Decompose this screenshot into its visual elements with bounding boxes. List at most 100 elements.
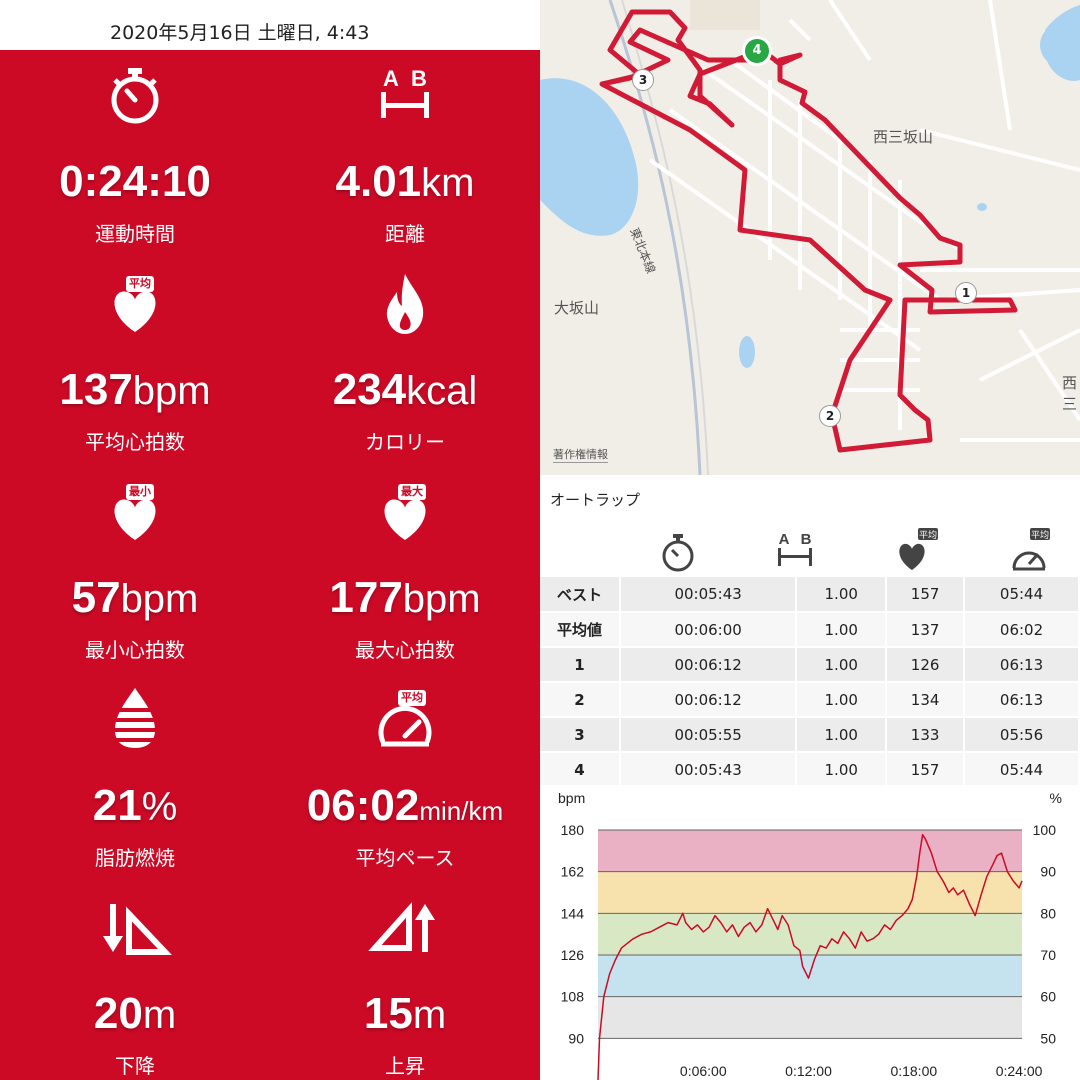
lap-row[interactable]: 4 00:05:43 1.00 157 05:44 [540,752,1080,788]
y-tick-label-left: 108 [561,989,585,1005]
hr-zone-band [598,871,1022,914]
lap-pace-cell: 05:44 [964,577,1080,613]
lap-row-label: 2 [540,682,621,718]
heart-rate-chart: 180 100 162 90 144 80 126 70 108 60 90 50 0:06:00 0:1… [540,785,1080,1080]
y-tick-label-right: 100 [1033,822,1057,838]
lap-row[interactable]: ベスト 00:05:43 1.00 157 05:44 [540,577,1080,613]
lap-marker-2[interactable]: 2 [819,405,841,427]
lap-distance-cell: 1.00 [796,717,888,753]
y-tick-label-left: 180 [561,822,585,838]
lap-distance-cell: 1.00 [796,647,888,683]
y-tick-label-right: 80 [1040,905,1056,921]
map-label: 西三坂山 [873,128,934,146]
stat-value: 21% [92,781,178,830]
stat-label: 下降 [115,1054,155,1078]
heart-icon [114,499,156,540]
stat-calories: 234kcal カロリー [270,268,540,468]
speedometer-icon [378,705,432,747]
badge-average: 平均 [398,690,426,706]
lap-heart-rate-cell: 137 [886,612,966,648]
lap-heart-rate-cell: 126 [886,647,966,683]
stats-grid: 0:24:10 運動時間 A B 4.01km 距離 平均 137bpm 平均心… [0,50,540,1080]
lap-column-icons: A B 平均 平均 [662,528,1050,572]
lap-distance-cell: 1.00 [796,577,888,613]
route-path [599,9,1018,453]
y-tick-label-right: 90 [1040,864,1056,880]
heart-icon: 平均 [899,528,938,570]
pond-shape [739,336,755,368]
lap-time-cell: 00:06:12 [620,647,798,683]
lap-time-cell: 00:05:43 [620,752,798,788]
heart-icon [114,291,156,332]
ascent-icon [368,902,435,952]
lap-marker-1[interactable]: 1 [955,282,977,304]
stat-value: 4.01km [335,157,475,206]
lap-row[interactable]: 1 00:06:12 1.00 126 06:13 [540,647,1080,683]
stat-label: 運動時間 [95,222,175,246]
lap-pace-cell: 06:13 [964,682,1080,718]
stat-label: 平均ペース [355,846,455,870]
stat-value: 177bpm [329,573,481,622]
route-map[interactable]: 西三坂山 東北本線 大坂山 西三 著作権情報 1 2 3 4 [540,0,1080,475]
lap-time-cell: 00:06:00 [620,612,798,648]
lap-row-label: 3 [540,717,621,753]
y-tick-label-left: 126 [561,947,585,963]
stat-label: 距離 [385,222,425,246]
laps-title: オートラップ [550,491,641,509]
hr-zone-band [598,996,1022,1039]
svg-text:B: B [801,531,812,548]
stat-distance: A B 4.01km 距離 [270,60,540,260]
stat-value: 20m [93,989,177,1038]
lap-marker-3[interactable]: 3 [632,69,654,91]
workout-datetime: 2020年5月16日 土曜日, 4:43 [0,0,540,50]
fat-burn-icon [111,688,159,748]
lap-time-cell: 00:06:12 [620,682,798,718]
lap-heart-rate-cell: 134 [886,682,966,718]
lap-pace-cell: 06:02 [964,612,1080,648]
stat-descent: 20m 下降 [0,892,270,1080]
y-tick-label-left: 90 [568,1030,584,1046]
lap-row-label: 4 [540,752,621,788]
svg-text:B: B [411,66,427,91]
stat-min-heart-rate: 最小 57bpm 最小心拍数 [0,476,270,676]
heart-rate-chart-svg: 180 100 162 90 144 80 126 70 108 60 90 50 0:06:00 0:1… [558,790,1062,1080]
stat-label: 脂肪燃焼 [95,846,175,870]
stat-label: 上昇 [385,1054,425,1078]
lap-distance-cell: 1.00 [796,612,888,648]
summary-panel: 2020年5月16日 土曜日, 4:43 0:24:10 運動時間 A B [0,0,540,1080]
speedometer-icon: 平均 [1012,528,1050,571]
stat-value: 15m [363,989,447,1038]
lap-pace-cell: 06:13 [964,647,1080,683]
y-axis-label-left: bpm [558,790,585,806]
road-line [621,0,709,475]
auto-lap-section: オートラップ A B 平均 平均 ベスト 00:05:43 1.00 [540,475,1080,788]
lap-row[interactable]: 平均値 00:06:00 1.00 137 06:02 [540,612,1080,648]
hr-zone-band [598,913,1022,955]
badge-minimum: 最小 [126,484,154,500]
lap-row[interactable]: 2 00:06:12 1.00 134 06:13 [540,682,1080,718]
lap-marker-4[interactable]: 4 [742,36,772,66]
building-block [690,0,760,30]
lap-row[interactable]: 3 00:05:55 1.00 133 05:56 [540,717,1080,753]
stat-label: 平均心拍数 [85,430,185,454]
pond-shape [977,203,987,211]
stat-value: 57bpm [71,573,199,622]
badge-average: 平均 [919,529,937,541]
stat-max-heart-rate: 最大 177bpm 最大心拍数 [270,476,540,676]
map-copyright-link[interactable]: 著作権情報 [553,448,608,463]
distance-ab-icon: A B [778,531,812,566]
x-tick-label: 0:18:00 [890,1063,937,1079]
lap-time-cell: 00:05:55 [620,717,798,753]
stat-value: 137bpm [59,365,211,414]
heart-icon [384,499,426,540]
lap-heart-rate-cell: 157 [886,577,966,613]
stat-duration: 0:24:10 運動時間 [0,60,270,260]
railway-line [608,0,702,475]
y-tick-label-left: 162 [561,864,585,880]
lap-distance-cell: 1.00 [796,682,888,718]
x-tick-label: 0:06:00 [680,1063,727,1079]
lap-row-label: 平均値 [540,612,621,648]
lap-time-cell: 00:05:43 [620,577,798,613]
stat-ascent: 15m 上昇 [270,892,540,1080]
lap-row-label: ベスト [540,577,621,613]
